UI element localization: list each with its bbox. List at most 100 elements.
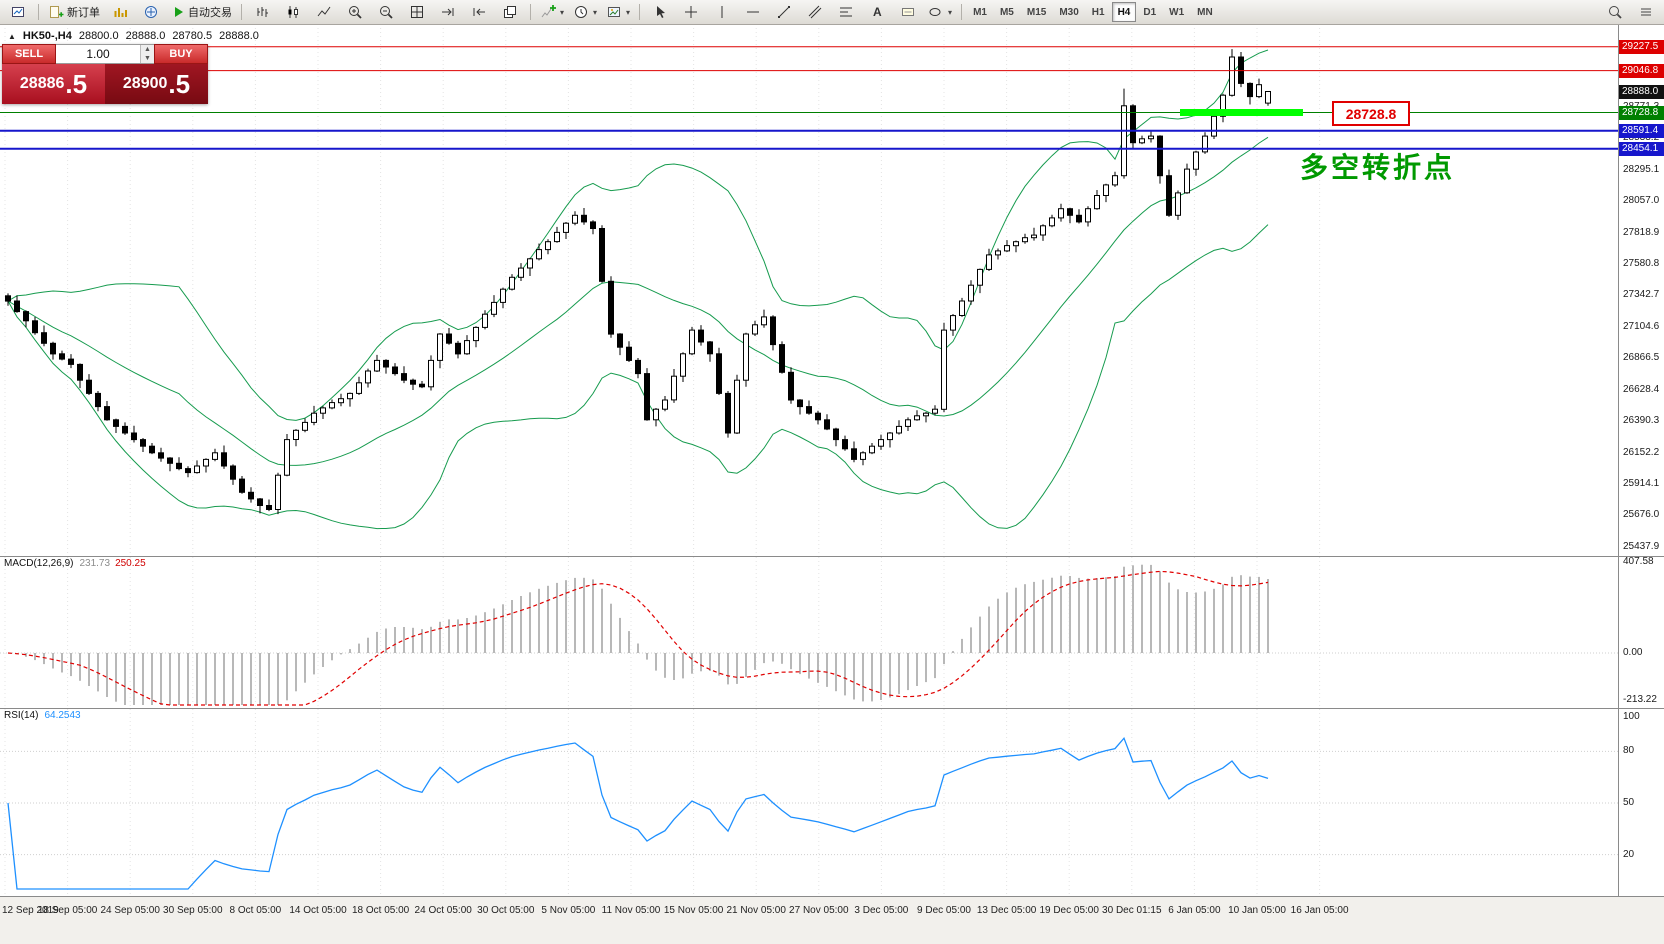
buy-price-button[interactable]: 28900 .5: [105, 64, 208, 104]
zoom-in-icon[interactable]: [340, 1, 370, 23]
macd-scale-tick: 407.58: [1623, 557, 1654, 568]
price-scale-tick: 25914.1: [1623, 477, 1660, 489]
price-scale-tick: 26866.5: [1623, 352, 1660, 364]
chart-shift-icon[interactable]: [464, 1, 494, 23]
chart-title: ▲ HK50-,H4 28800.0 28888.0 28780.5 28888…: [8, 30, 259, 42]
text-tool-icon[interactable]: A: [862, 1, 892, 23]
tile-windows-icon[interactable]: [402, 1, 432, 23]
toolbar-overflow-icon[interactable]: [1631, 1, 1661, 23]
turning-point-note[interactable]: 多空转折点: [1300, 151, 1456, 184]
templates-icon[interactable]: ▾: [602, 1, 634, 23]
timeframe-m5-button[interactable]: M5: [999, 6, 1014, 18]
toolbar-divider: [530, 4, 531, 20]
timeframe-h4-button[interactable]: H4: [1111, 2, 1137, 22]
zoom-out-icon[interactable]: [371, 1, 401, 23]
timeframe-w1-button[interactable]: W1: [1169, 6, 1185, 18]
buy-button[interactable]: BUY: [154, 44, 208, 64]
collapse-panel-icon[interactable]: ▲: [8, 31, 16, 41]
rsi-scale-tick: 20: [1623, 848, 1635, 860]
timeframe-m30-button[interactable]: M30: [1059, 6, 1079, 18]
volume-field[interactable]: 1.00 ▲ ▼: [56, 44, 154, 64]
price-scale-tick: 28057.0: [1623, 195, 1660, 207]
trendline-tool-icon[interactable]: [769, 1, 799, 23]
time-axis[interactable]: 12 Sep 2019 18 Sep 05:00 24 Sep 05:00 30 Se…: [0, 896, 1664, 944]
fibonacci-tool-icon[interactable]: [831, 1, 861, 23]
timeframe-mn-button[interactable]: MN: [1197, 6, 1213, 18]
auto-scroll-icon[interactable]: [433, 1, 463, 23]
time-axis-label: 19 Dec 05:00: [1039, 905, 1099, 916]
sell-button[interactable]: SELL: [2, 44, 56, 64]
text-label-tool-icon[interactable]: [893, 1, 923, 23]
rsi-scale-tick: 50: [1623, 797, 1635, 808]
price-scale-tick: 27580.8: [1623, 258, 1660, 269]
volume-down-icon[interactable]: ▼: [141, 54, 154, 63]
time-axis-label: 14 Oct 05:00: [289, 905, 347, 916]
cursor-icon[interactable]: [645, 1, 675, 23]
candlestick-chart-type-icon[interactable]: [278, 1, 308, 23]
rsi-scale[interactable]: 100 80 50 20: [1618, 709, 1664, 896]
price-scale-tick: 26628.4: [1623, 383, 1660, 395]
search-icon[interactable]: [1600, 1, 1630, 23]
timeframe-m1-button[interactable]: M1: [973, 6, 987, 18]
macd-main-value: 231.73: [79, 558, 111, 569]
price-scale-tick: 28295.1: [1623, 163, 1660, 175]
auto-trading-button[interactable]: 自动交易: [167, 1, 236, 23]
rsi-value: 64.2543: [44, 710, 81, 721]
dropdown-caret: ▾: [948, 7, 953, 17]
time-axis-label: 12 Sep 2019: [2, 905, 59, 916]
new-order-button[interactable]: 新订单: [44, 1, 104, 23]
dropdown-caret: ▾: [593, 7, 598, 17]
time-axis-label: 27 Nov 05:00: [789, 905, 849, 916]
sell-price-main: 28886: [19, 75, 65, 92]
line-price-label: 28728.8: [1619, 105, 1664, 120]
navigator-icon[interactable]: [136, 1, 166, 23]
volume-up-icon[interactable]: ▲: [141, 45, 154, 54]
crosshair-icon[interactable]: [676, 1, 706, 23]
toolbar-divider: [38, 4, 39, 20]
line-chart-type-icon[interactable]: [309, 1, 339, 23]
timeframe-h1-button[interactable]: H1: [1091, 6, 1105, 18]
cascade-windows-icon[interactable]: [495, 1, 525, 23]
volume-value[interactable]: 1.00: [86, 47, 110, 61]
price-scale-tick: 25676.0: [1623, 509, 1660, 521]
price-scale[interactable]: 28771.328533.228295.128057.027818.927580…: [1618, 24, 1664, 556]
shapes-tool-icon[interactable]: ▾: [924, 1, 956, 23]
vertical-line-tool-icon[interactable]: [707, 1, 737, 23]
support-price-tag[interactable]: 28728.8: [1332, 101, 1410, 126]
price-scale-tick: 25437.9: [1623, 540, 1660, 552]
periods-icon[interactable]: ▾: [569, 1, 601, 23]
rsi-pane-separator[interactable]: [0, 708, 1664, 709]
rsi-label: RSI(14) 64.2543: [4, 710, 81, 721]
ohlc-close: 28888.0: [219, 30, 259, 42]
time-axis-label: 24 Sep 05:00: [100, 905, 160, 916]
timeframe-d1-button[interactable]: D1: [1143, 6, 1157, 18]
market-watch-icon[interactable]: [105, 1, 135, 23]
one-click-trading-panel: SELL 1.00 ▲ ▼ BUY 28886 .5 28900 .5: [2, 44, 208, 104]
auto-trading-label: 自动交易: [188, 7, 232, 19]
main-toolbar: 新订单 自动交易 ▾ ▾: [0, 0, 1664, 25]
time-axis-label: 15 Nov 05:00: [663, 905, 724, 916]
price-scale-tick: 27342.7: [1623, 289, 1660, 301]
rsi-name: RSI(14): [4, 710, 39, 721]
toolbar-divider: [241, 4, 242, 20]
rsi-indicator-canvas[interactable]: [0, 709, 1618, 896]
timeframe-m15-button[interactable]: M15: [1026, 6, 1047, 18]
macd-scale[interactable]: 407.58 0.00 -213.22: [1618, 557, 1664, 708]
indicators-icon[interactable]: ▾: [536, 1, 568, 23]
sell-price-button[interactable]: 28886 .5: [2, 64, 105, 104]
price-scale-tick: 26152.2: [1623, 446, 1660, 458]
rsi-scale-tick: 100: [1623, 711, 1640, 722]
time-axis-label: 11 Nov 05:00: [601, 905, 661, 916]
channel-tool-icon[interactable]: [800, 1, 830, 23]
bar-chart-type-icon[interactable]: [247, 1, 277, 23]
horizontal-line-tool-icon[interactable]: [738, 1, 768, 23]
macd-indicator-canvas[interactable]: [0, 557, 1618, 708]
line-price-label: 28591.4: [1619, 123, 1664, 138]
macd-pane-separator[interactable]: [0, 556, 1664, 557]
dropdown-caret: ▾: [626, 7, 631, 17]
time-axis-label: 8 Oct 05:00: [229, 905, 282, 916]
chart-window-icon[interactable]: [3, 1, 33, 23]
macd-scale-tick: 0.00: [1623, 647, 1643, 658]
toolbar-divider: [639, 4, 641, 20]
